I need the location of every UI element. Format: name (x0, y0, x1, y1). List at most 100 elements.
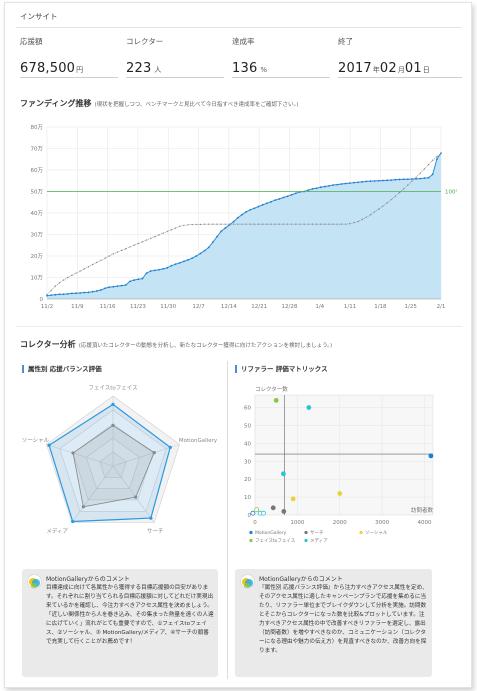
benchmark-point (353, 221, 355, 224)
benchmark-point (108, 255, 110, 257)
benchmark-point (436, 155, 438, 158)
actual-point (323, 185, 326, 188)
legend-label: ソーシャル (365, 531, 388, 536)
benchmark-point (386, 202, 388, 204)
benchmark-point (274, 223, 276, 225)
x-tick-label: 11/16 (100, 304, 116, 310)
benchmark-point (154, 235, 156, 238)
benchmark-point (166, 230, 168, 233)
actual-point (220, 230, 223, 233)
radar-chart: フェイスtoフェイス MotionGallery サーチ メディア ソーシャル (22, 385, 217, 535)
benchmark-point (112, 253, 115, 255)
benchmark-point (270, 223, 272, 225)
benchmark-point (216, 223, 218, 225)
y-tick-label: 20 (244, 477, 251, 483)
actual-point (348, 182, 351, 185)
y-tick-label: 70万 (31, 146, 44, 153)
benchmark-point (307, 223, 309, 225)
actual-point (166, 266, 169, 269)
x-tick-label: 11/23 (130, 304, 146, 310)
benchmark-point (394, 195, 397, 197)
radar-axis (71, 465, 114, 523)
benchmark-point (203, 223, 206, 225)
benchmark-point (390, 198, 392, 201)
benchmark-point (419, 172, 421, 174)
actual-point (431, 173, 434, 176)
scatter-point (337, 491, 343, 496)
kpi-rate-value: 136 (232, 61, 258, 76)
actual-point (386, 179, 388, 182)
actual-point (249, 208, 252, 211)
actual-point (182, 260, 185, 263)
radar-axis-label: ソーシャル (22, 438, 50, 444)
actual-area (47, 153, 441, 299)
actual-point (70, 292, 73, 295)
actual-point (353, 181, 355, 184)
collector-title: コレクター分析 (20, 340, 76, 349)
actual-point (207, 246, 210, 249)
actual-point (307, 189, 310, 192)
motiongallery-logo-icon (240, 574, 255, 589)
y-axis-label: コレクター数 (255, 385, 288, 393)
kpi-end-year: 2017 (338, 61, 372, 76)
x-tick-label: 2/1 (437, 304, 446, 310)
benchmark-point (54, 285, 56, 287)
y-tick-label: 30 (244, 459, 251, 465)
actual-point (203, 249, 206, 252)
benchmark-point (382, 205, 384, 207)
motiongallery-logo-icon (27, 574, 42, 589)
benchmark-point (286, 223, 289, 225)
x-tick-label: 11/30 (160, 304, 176, 310)
benchmark-point (162, 232, 164, 234)
legend-swatch (304, 530, 308, 535)
benchmark-point (87, 266, 90, 268)
actual-point (427, 176, 430, 179)
benchmark-point (62, 279, 65, 281)
benchmark-point (120, 249, 123, 252)
y-tick-label: 20万 (31, 253, 44, 260)
actual-point (141, 277, 144, 280)
y-tick-label: 80万 (31, 124, 44, 131)
radar-point (168, 445, 172, 449)
scatter-point (261, 510, 266, 516)
kpi-rule (232, 77, 330, 78)
kpi-collectors: 223 人 (126, 57, 161, 76)
benchmark-point (261, 223, 264, 225)
actual-point (191, 257, 194, 260)
legend-label: サーチ (310, 530, 324, 536)
radar-axis (46, 444, 114, 467)
y-tick-label: 10 (244, 495, 251, 501)
x-tick-label: 1/11 (344, 304, 356, 310)
actual-point (369, 180, 372, 183)
benchmark-point (336, 223, 339, 225)
benchmark-point (125, 247, 127, 250)
kpi-rule (338, 77, 462, 78)
actual-point (120, 284, 123, 287)
y-tick-label: 60 (244, 406, 251, 412)
benchmark-point (179, 225, 181, 228)
divider (16, 27, 462, 28)
actual-point (46, 294, 48, 297)
actual-point (145, 272, 148, 275)
kpi-rule (20, 77, 118, 78)
radar-point (71, 519, 75, 524)
goal-label: 100% (445, 190, 457, 196)
benchmark-point (83, 268, 86, 270)
benchmark-point (311, 223, 314, 225)
benchmark-point (320, 223, 322, 225)
funding-heading: ファンディング推移 (現状を把握しつつ、ベンチマークと見比べて今日指すべき達成率を… (20, 98, 298, 109)
benchmark-point (407, 184, 409, 186)
y-tick-label: 50 (244, 423, 251, 429)
actual-point (270, 200, 272, 203)
x-tick-label: 11/2 (41, 304, 53, 310)
x-tick-label: 12/21 (251, 304, 267, 310)
actual-point (357, 181, 359, 184)
y-tick-label: 40万 (31, 210, 44, 217)
actual-point (361, 180, 364, 183)
benchmark-point (158, 234, 160, 236)
actual-point (178, 261, 181, 264)
benchmark-point (116, 251, 119, 253)
benchmark-point (220, 223, 222, 225)
scatter-point (428, 453, 434, 459)
y-tick-label: 0 (248, 513, 252, 519)
